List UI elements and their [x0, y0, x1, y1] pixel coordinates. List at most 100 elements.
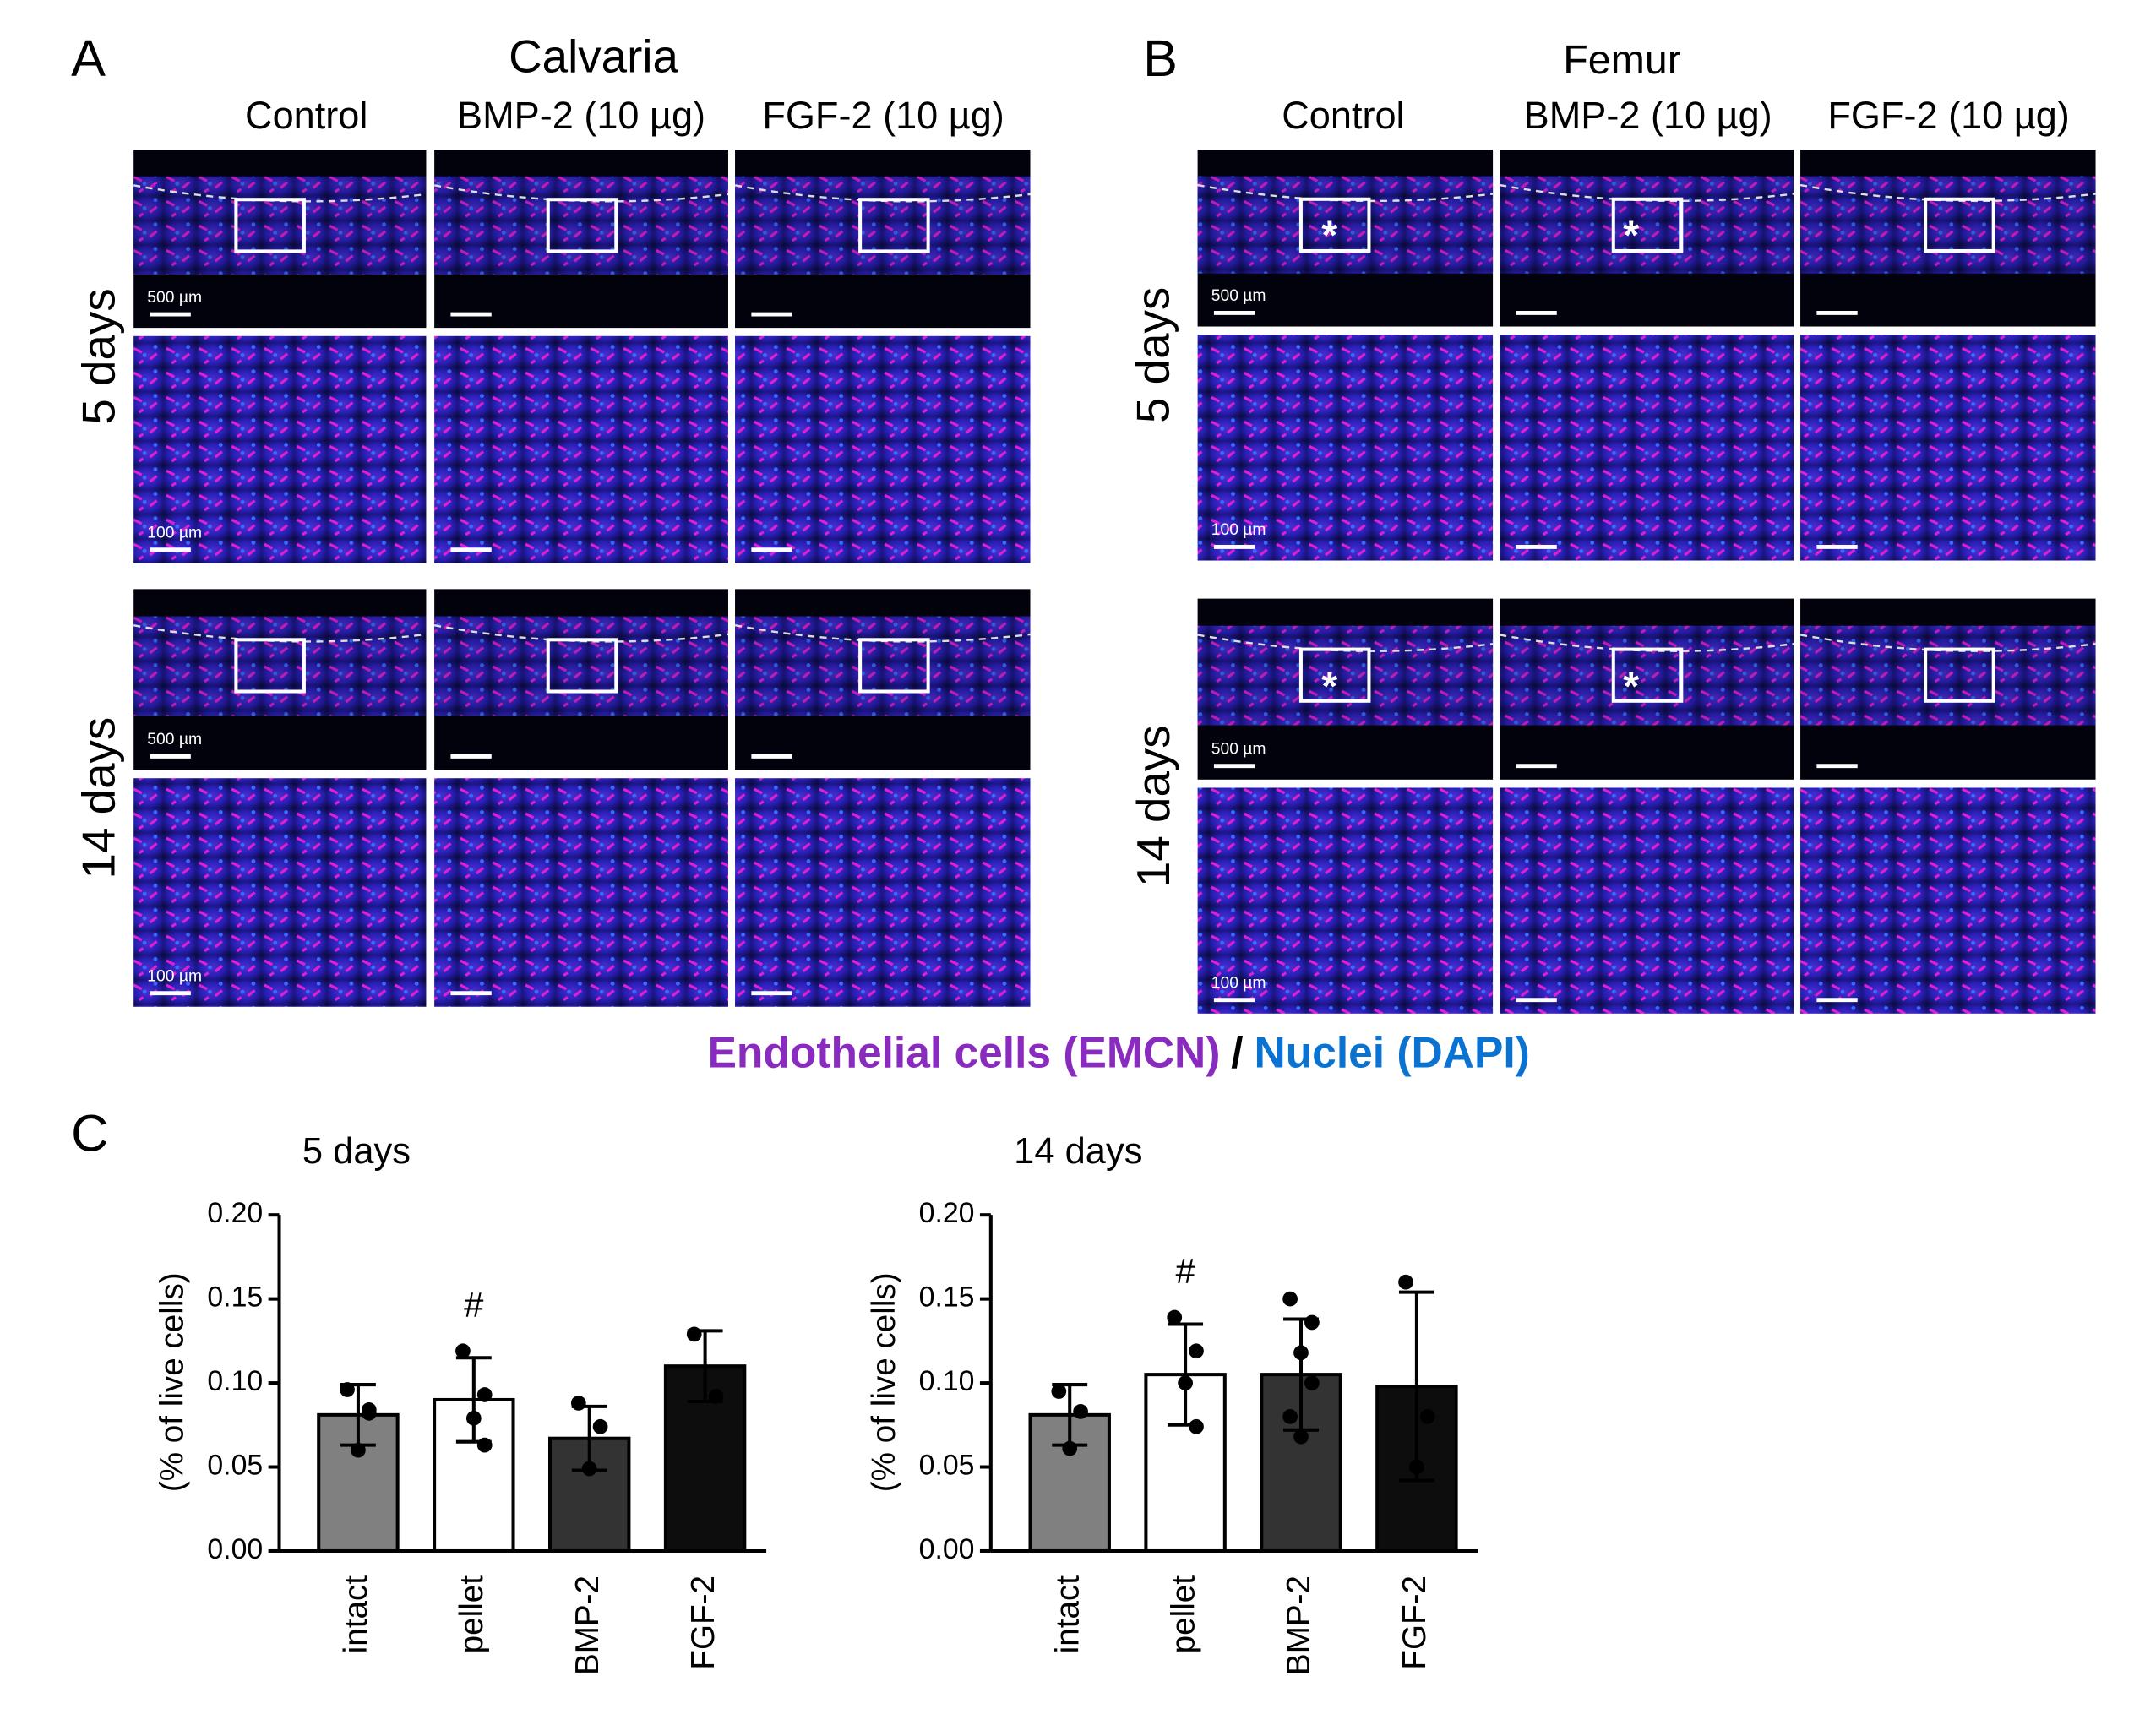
- scale-bar-label: 500 µm: [147, 289, 202, 307]
- panel-label: B: [1143, 30, 1178, 87]
- data-point: [686, 1326, 702, 1342]
- y-tick-label: 0.20: [207, 1197, 263, 1229]
- micrograph: [434, 778, 728, 1007]
- micrograph: [735, 778, 1031, 1007]
- data-point: [570, 1396, 586, 1411]
- inset-box: [234, 638, 306, 694]
- data-point: [1167, 1309, 1183, 1325]
- tissue-section: [1197, 176, 1494, 274]
- data-point: [1189, 1418, 1204, 1434]
- legend-stain: Nuclei (DAPI): [1255, 1027, 1530, 1076]
- y-tick-label: 0.15: [207, 1282, 263, 1314]
- micrograph: [1800, 335, 2096, 561]
- marker: *: [1623, 213, 1639, 258]
- data-point: [708, 1389, 724, 1404]
- tissue-section: [1500, 625, 1794, 726]
- scale-bar-label: 500 µm: [1211, 287, 1266, 305]
- data-point: [1178, 1375, 1193, 1390]
- x-tick-label: intact: [1049, 1575, 1086, 1654]
- tissue-section: [1197, 625, 1494, 726]
- data-point: [1282, 1408, 1298, 1424]
- data-point: [1304, 1375, 1320, 1390]
- tissue-section: [133, 616, 427, 716]
- data-point: [581, 1461, 597, 1477]
- inset-box: [1298, 647, 1371, 703]
- y-tick-label: 0.10: [919, 1365, 975, 1397]
- inset-box: [858, 198, 930, 253]
- row-label: 14 days: [73, 717, 125, 879]
- inset-box: [546, 638, 618, 694]
- tissue-section: [1800, 176, 2096, 274]
- marker: *: [1623, 663, 1639, 709]
- panel-title: Calvaria: [509, 30, 678, 82]
- column-header: BMP-2 (10 µg): [1524, 94, 1772, 137]
- y-axis-label: (% of live cells): [866, 1272, 902, 1492]
- error-bar: [1398, 1290, 1434, 1483]
- y-tick-label: 0.15: [919, 1282, 975, 1314]
- data-point: [592, 1418, 608, 1434]
- y-tick-label: 0.00: [207, 1533, 263, 1565]
- data-point: [1398, 1274, 1413, 1290]
- column-header: FGF-2 (10 µg): [762, 94, 1004, 137]
- data-point: [1189, 1343, 1204, 1359]
- annotation: #: [1175, 1251, 1195, 1291]
- data-point: [1409, 1459, 1424, 1475]
- tissue-section: [1500, 176, 1794, 274]
- data-point: [1051, 1384, 1067, 1399]
- data-point: [1293, 1429, 1309, 1445]
- stain-legend: Endothelial cells (EMCN) / Nuclei (DAPI): [708, 1027, 1530, 1076]
- tissue-section: [1800, 625, 2096, 726]
- column-header: Control: [1282, 94, 1404, 137]
- scale-bar-label: 100 µm: [147, 967, 202, 985]
- legend-text: Endothelial cells (EMCN) / Nuclei (DAPI): [708, 1027, 1530, 1076]
- marker: *: [1321, 663, 1337, 709]
- column-header: FGF-2 (10 µg): [1827, 94, 2069, 137]
- micrograph: [434, 335, 728, 563]
- micrograph: [1800, 787, 2096, 1014]
- tissue-section: [735, 176, 1031, 275]
- tissue-section: [434, 616, 728, 716]
- panel-label: C: [71, 1105, 108, 1162]
- micrograph: [735, 335, 1031, 563]
- y-tick-label: 0.00: [919, 1533, 975, 1565]
- inset-box: [858, 638, 930, 694]
- chart-title: 14 days: [1014, 1131, 1142, 1172]
- data-point: [361, 1406, 377, 1421]
- x-tick-label: FGF-2: [1396, 1575, 1433, 1670]
- data-point: [1073, 1404, 1088, 1419]
- data-point: [1304, 1314, 1320, 1331]
- legend-stain: Endothelial cells (EMCN): [708, 1027, 1221, 1076]
- x-tick-label: pellet: [1165, 1575, 1201, 1654]
- y-tick-label: 0.10: [207, 1365, 263, 1397]
- micrograph: [1500, 787, 1794, 1014]
- marker: *: [1321, 213, 1337, 258]
- micrograph: [1500, 335, 1794, 561]
- row-label: 5 days: [73, 288, 125, 424]
- y-axis-label: (% of live cells): [155, 1272, 191, 1492]
- inset-box: [1611, 647, 1684, 703]
- row-label: 5 days: [1127, 287, 1179, 423]
- x-tick-label: BMP-2: [1281, 1575, 1317, 1675]
- legend-separator: /: [1231, 1027, 1243, 1076]
- tissue-section: [735, 616, 1031, 716]
- scale-bar-label: 100 µm: [1211, 521, 1266, 539]
- micrograph: [1197, 335, 1494, 561]
- scale-bar-label: 100 µm: [1211, 975, 1266, 993]
- inset-box: [1924, 197, 1995, 253]
- data-point: [351, 1442, 366, 1458]
- data-point: [476, 1437, 493, 1453]
- column-header: Control: [245, 94, 367, 137]
- inset-box: [1611, 197, 1684, 253]
- data-point: [1293, 1345, 1309, 1361]
- column-header: BMP-2 (10 µg): [457, 94, 705, 137]
- micrograph: [133, 778, 427, 1007]
- data-point: [340, 1382, 355, 1397]
- scale-bar-label: 500 µm: [1211, 740, 1266, 758]
- annotation: #: [464, 1285, 484, 1325]
- inset-box: [1924, 647, 1995, 703]
- x-tick-label: BMP-2: [569, 1575, 606, 1675]
- inset-box: [234, 198, 306, 253]
- chart-title: 5 days: [302, 1131, 411, 1172]
